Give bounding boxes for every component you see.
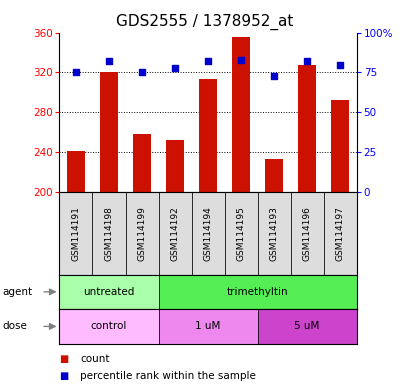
- Bar: [257, 192, 290, 275]
- Text: GSM114197: GSM114197: [335, 206, 344, 261]
- Text: control: control: [90, 321, 127, 331]
- Bar: [125, 192, 158, 275]
- Text: percentile rank within the sample: percentile rank within the sample: [80, 371, 255, 381]
- Bar: [231, 36, 249, 192]
- Text: ■: ■: [59, 354, 69, 364]
- Bar: [330, 100, 348, 192]
- Text: untreated: untreated: [83, 287, 134, 297]
- Text: GSM114192: GSM114192: [170, 206, 179, 261]
- Bar: [198, 79, 217, 192]
- Text: GSM114195: GSM114195: [236, 206, 245, 261]
- Text: count: count: [80, 354, 109, 364]
- Point: [138, 70, 145, 76]
- Bar: [297, 65, 315, 192]
- Text: GSM114196: GSM114196: [302, 206, 311, 261]
- Bar: [224, 192, 257, 275]
- Text: ■: ■: [59, 371, 69, 381]
- Bar: [59, 309, 158, 344]
- Text: dose: dose: [2, 321, 27, 331]
- Text: GSM114198: GSM114198: [104, 206, 113, 261]
- Bar: [59, 275, 158, 309]
- Point: [204, 58, 211, 65]
- Point: [270, 73, 277, 79]
- Text: agent: agent: [2, 287, 32, 297]
- Bar: [290, 192, 323, 275]
- Bar: [158, 192, 191, 275]
- Text: trimethyltin: trimethyltin: [226, 287, 288, 297]
- Bar: [158, 309, 257, 344]
- Text: GSM114191: GSM114191: [71, 206, 80, 261]
- Bar: [133, 134, 151, 192]
- Point: [237, 57, 244, 63]
- Point: [171, 65, 178, 71]
- Bar: [264, 159, 283, 192]
- Bar: [100, 73, 118, 192]
- Bar: [67, 151, 85, 192]
- Text: GDS2555 / 1378952_at: GDS2555 / 1378952_at: [116, 13, 293, 30]
- Text: GSM114199: GSM114199: [137, 206, 146, 261]
- Bar: [158, 275, 356, 309]
- Bar: [191, 192, 224, 275]
- Point: [336, 61, 343, 68]
- Point: [303, 58, 310, 65]
- Bar: [59, 192, 92, 275]
- Text: 1 uM: 1 uM: [195, 321, 220, 331]
- Bar: [92, 192, 125, 275]
- Bar: [257, 309, 356, 344]
- Point: [72, 70, 79, 76]
- Text: GSM114194: GSM114194: [203, 206, 212, 261]
- Point: [106, 58, 112, 65]
- Bar: [323, 192, 356, 275]
- Bar: [166, 140, 184, 192]
- Text: 5 uM: 5 uM: [294, 321, 319, 331]
- Text: GSM114193: GSM114193: [269, 206, 278, 261]
